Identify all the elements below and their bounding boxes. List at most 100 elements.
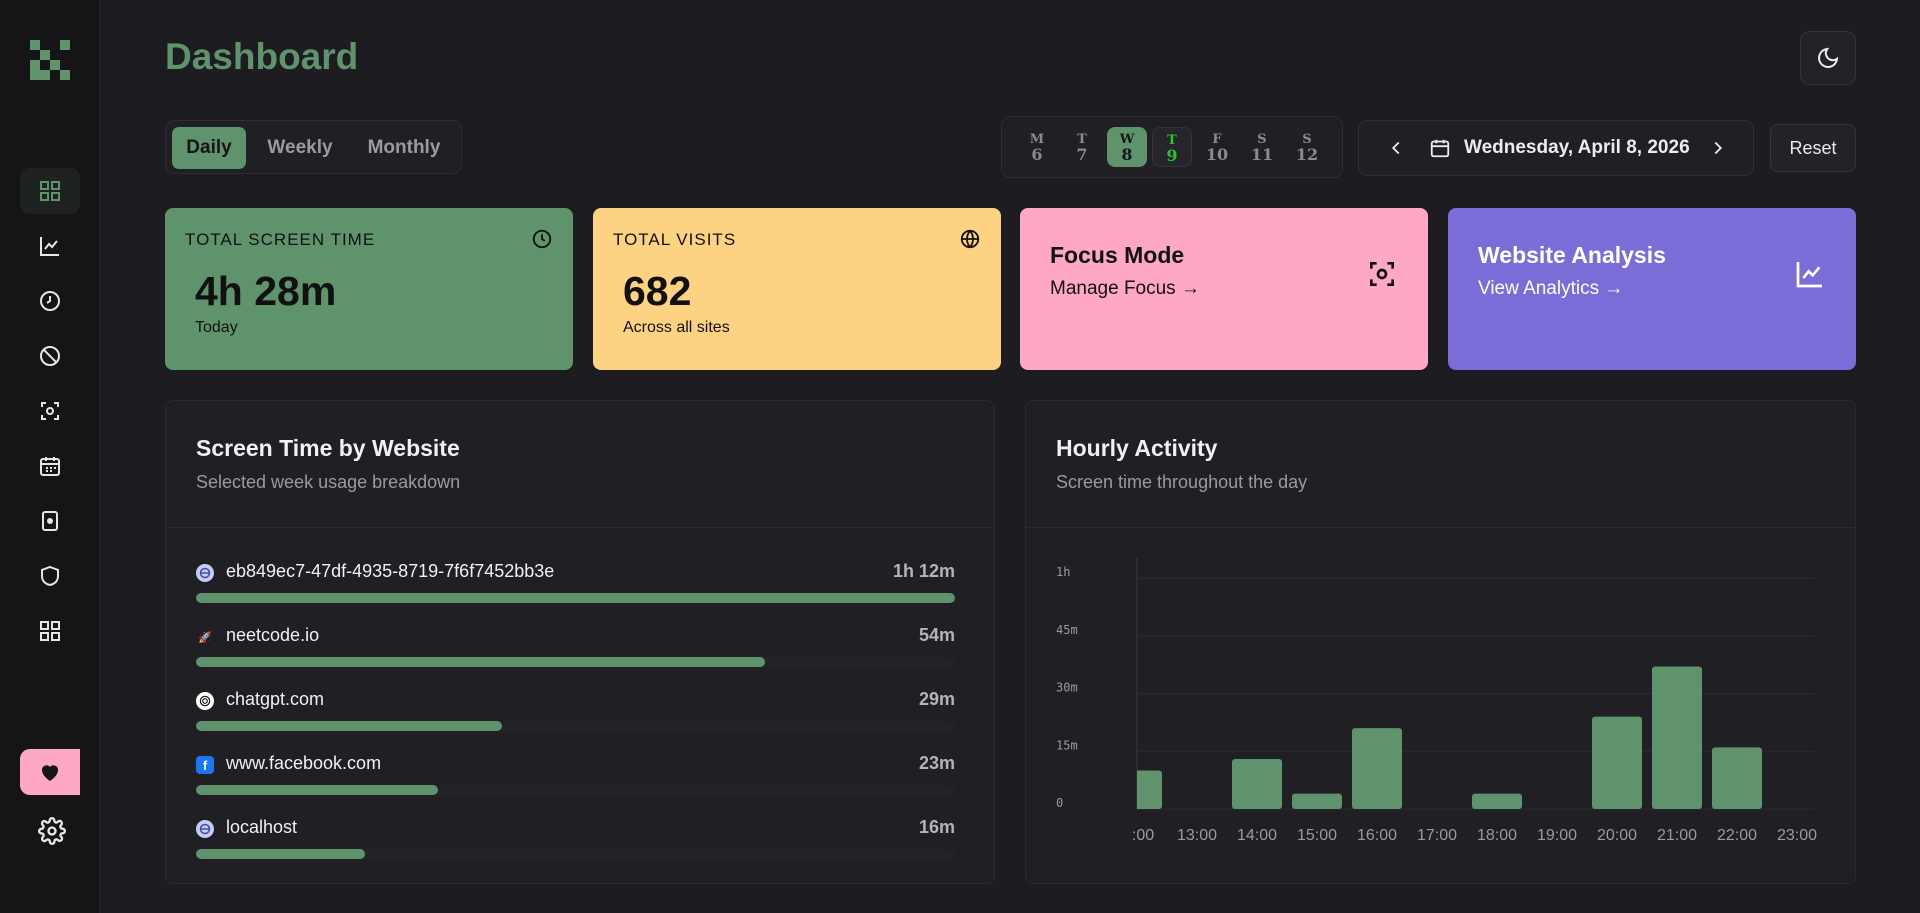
bars-group [1112,666,1762,810]
x-tick-label: 23:00 [1777,827,1817,844]
site-time: 54m [918,625,955,645]
x-tick-label: :00 [1132,827,1154,844]
y-tick-label: 30m [1056,681,1078,695]
manage-focus-link[interactable]: Manage Focus → [1050,278,1200,299]
chevron-right-icon[interactable] [1707,137,1729,159]
site-time: 29m [918,689,955,709]
site-time: 1h 12m [892,561,955,581]
gear-icon[interactable] [38,817,66,845]
usage-bar-fill [196,593,955,603]
day-button[interactable]: S 12 [1287,127,1327,167]
page-title: Dashboard [165,36,359,77]
site-name: neetcode.io [226,625,320,645]
usage-bar [196,785,955,795]
day-letter: S [1257,132,1267,147]
sidebar-item-focus[interactable] [20,388,80,434]
bar-15:00[interactable] [1292,793,1342,809]
period-weekly-button[interactable]: Weekly [267,137,333,158]
line-chart-icon [1796,262,1822,288]
calendar-icon[interactable] [1429,137,1451,159]
usage-bar-fill [196,721,502,731]
openai-icon [196,692,214,710]
x-tick-label: 19:00 [1537,827,1577,844]
bar-18:00[interactable] [1472,793,1522,809]
list-item[interactable]: f www.facebook.com 23m [196,753,955,817]
period-monthly-button[interactable]: Monthly [367,137,441,158]
sidebar-item-privacy[interactable] [20,553,80,599]
device-icon [42,511,58,531]
sidebar-item-apps[interactable] [20,608,80,654]
list-item[interactable]: eb849ec7-47df-4935-8719-7f6f7452bb3e 1h … [196,561,955,625]
card-label: TOTAL VISITS [613,230,737,249]
reset-button[interactable]: Reset [1770,124,1856,172]
shield-icon [41,565,59,587]
current-date[interactable]: Wednesday, April 8, 2026 [1464,137,1690,158]
sidebar-item-calendar[interactable] [20,443,80,489]
day-number: 11 [1250,145,1274,164]
bar-21:00[interactable] [1652,666,1702,809]
sidebar-item-device[interactable] [20,498,80,544]
moon-icon [1818,47,1839,68]
card-label: TOTAL SCREEN TIME [185,230,376,249]
sidebar-item-dashboard[interactable] [20,168,80,214]
x-tick-label: 13:00 [1177,827,1217,844]
theme-toggle-button[interactable] [1800,31,1856,85]
bar-22:00[interactable] [1712,747,1762,809]
bar-14:00[interactable] [1232,758,1282,809]
site-name: localhost [226,817,298,837]
sidebar-item-analytics[interactable] [20,223,80,269]
visits-card: TOTAL VISITS 682 Across all sites [593,208,1001,370]
sidebar-item-blocked[interactable] [20,333,80,379]
card-subtext: Today [195,319,238,336]
hourly-activity-panel: Hourly Activity Screen time throughout t… [1025,400,1856,884]
website-breakdown-panel: Screen Time by Website Selected week usa… [165,400,995,884]
sidebar-item-history[interactable] [20,278,80,324]
bar-12:00[interactable] [1112,770,1162,810]
x-tick-label: 21:00 [1657,827,1697,844]
day-letter: F [1212,132,1222,147]
x-tick-label: 22:00 [1717,827,1757,844]
usage-bar-fill [196,849,365,859]
day-number: 10 [1205,145,1229,164]
block-icon [40,346,60,366]
clock-icon [532,229,552,249]
list-item[interactable]: chatgpt.com 29m [196,689,955,753]
support-button[interactable] [20,749,80,795]
bar-16:00[interactable] [1352,728,1402,809]
panel-title: Hourly Activity [1056,435,1218,461]
website-analysis-card[interactable]: Website Analysis View Analytics → [1448,208,1856,370]
view-analytics-link[interactable]: View Analytics → [1478,278,1624,299]
usage-bar [196,721,955,731]
y-tick-label: 1h [1056,565,1070,579]
rocket-icon: 🚀 [198,631,212,644]
x-tick-label: 15:00 [1297,827,1337,844]
day-button[interactable]: F 10 [1197,127,1237,167]
y-tick-label: 15m [1056,738,1078,752]
day-button[interactable]: S 11 [1242,127,1282,167]
focus-icon [41,402,59,420]
list-item[interactable]: localhost 16m [196,817,955,859]
list-item[interactable]: 🚀 neetcode.io 54m [196,625,955,689]
focus-mode-card[interactable]: Focus Mode Manage Focus → [1020,208,1428,370]
divider [1026,527,1855,528]
globe-icon [960,229,980,249]
chevron-left-icon[interactable] [1385,137,1407,159]
apps-icon [40,621,60,641]
card-subtext: Across all sites [623,319,730,336]
line-chart-icon [40,237,59,256]
day-number: 9 [1166,146,1178,165]
x-tick-label: 20:00 [1597,827,1637,844]
app-logo[interactable] [30,40,70,80]
day-letter: T [1167,133,1177,148]
usage-bar [196,657,955,667]
day-number: 6 [1031,145,1043,164]
bar-20:00[interactable] [1592,716,1642,809]
panel-subtitle: Screen time throughout the day [1056,472,1308,492]
day-letter: M [1029,132,1045,147]
period-daily-button[interactable]: Daily [172,127,246,169]
